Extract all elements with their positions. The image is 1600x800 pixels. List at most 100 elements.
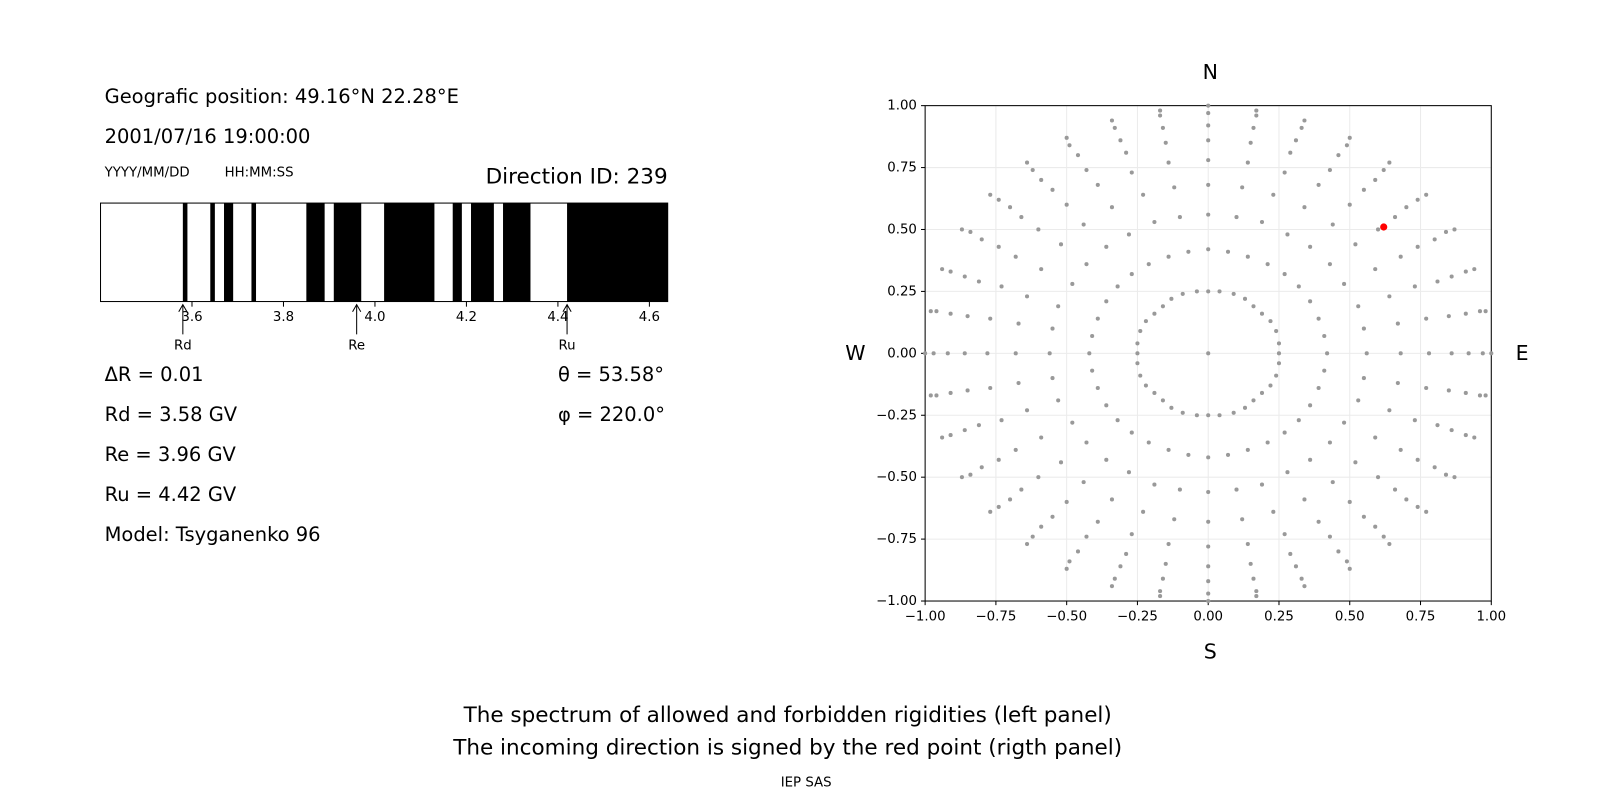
forbidden-band <box>224 203 234 302</box>
y-tick-label: −0.75 <box>876 532 917 547</box>
grid-point <box>1166 160 1171 165</box>
grid-point <box>962 351 967 356</box>
grid-point <box>1206 544 1211 549</box>
grid-point <box>1424 385 1429 391</box>
grid-point <box>1030 167 1035 173</box>
grid-point <box>1265 262 1270 267</box>
grid-point <box>1013 254 1018 259</box>
grid-point <box>1248 561 1253 566</box>
grid-point <box>1347 202 1352 207</box>
grid-point <box>1268 319 1273 324</box>
grid-point <box>1446 388 1451 393</box>
grid-point <box>1316 519 1321 524</box>
grid-point <box>934 309 939 314</box>
grid-point <box>1342 420 1347 425</box>
grid-point <box>1336 549 1341 554</box>
grid-point <box>996 457 1001 462</box>
grid-point <box>1248 140 1253 145</box>
direction-id: Direction ID: 239 <box>486 164 668 189</box>
grid-point <box>1180 291 1185 296</box>
grid-point <box>1056 398 1061 403</box>
grid-point <box>948 433 953 438</box>
grid-point <box>1245 160 1250 165</box>
grid-point <box>1398 447 1403 452</box>
grid-point <box>988 509 993 514</box>
grid-point <box>1398 254 1403 259</box>
grid-point <box>1013 447 1018 452</box>
grid-point <box>1206 212 1211 217</box>
grid-point <box>1322 368 1327 373</box>
phi: φ = 220.0° <box>558 403 665 426</box>
grid-point <box>985 351 990 356</box>
grid-point <box>1327 440 1332 445</box>
grid-point <box>1415 457 1420 462</box>
grid-point <box>1344 559 1349 564</box>
grid-point <box>1276 341 1282 346</box>
grid-point <box>948 311 953 316</box>
grid-point <box>1415 197 1420 202</box>
grid-point <box>1070 420 1075 425</box>
grid-point <box>1251 125 1256 130</box>
grid-point <box>1344 143 1349 148</box>
grid-point <box>1296 418 1301 423</box>
grid-point <box>1271 509 1276 514</box>
grid-point <box>1095 519 1100 524</box>
grid-point <box>1268 383 1273 388</box>
grid-point <box>1129 170 1134 175</box>
grid-point <box>1480 351 1485 356</box>
grid-point <box>1259 482 1265 487</box>
grid-point <box>1146 262 1151 267</box>
grid-point <box>1143 319 1148 324</box>
forbidden-band <box>182 203 188 302</box>
grid-point <box>1067 559 1072 564</box>
grid-point <box>1446 314 1451 319</box>
grid-point <box>1064 135 1069 140</box>
grid-point <box>1342 281 1347 287</box>
grid-point <box>1276 361 1282 366</box>
grid-point <box>1234 215 1239 220</box>
grid-point <box>1477 309 1483 314</box>
grid-point <box>1129 532 1134 537</box>
grid-point <box>1109 584 1115 589</box>
grid-point <box>1364 351 1369 356</box>
grid-point <box>1325 351 1330 356</box>
grid-point <box>1129 430 1134 435</box>
x-tick-label: −0.75 <box>975 609 1016 624</box>
grid-point <box>962 274 967 279</box>
x-tick-label: −1.00 <box>905 609 946 624</box>
grid-point <box>1186 249 1191 254</box>
grid-point <box>1206 351 1211 356</box>
grid-point <box>1163 561 1168 566</box>
grid-point <box>1424 192 1429 197</box>
grid-point <box>928 309 933 314</box>
grid-point <box>1104 299 1109 304</box>
grid-point <box>1058 460 1064 465</box>
grid-point <box>1087 351 1092 356</box>
grid-point <box>1124 150 1129 155</box>
grid-point <box>1308 403 1313 408</box>
grid-point <box>1126 232 1131 237</box>
grid-point <box>1067 143 1072 148</box>
grid-point <box>1361 326 1366 331</box>
grid-point <box>959 475 964 480</box>
grid-point <box>1472 267 1477 272</box>
grid-point <box>1064 202 1069 207</box>
footer-line: The spectrum of allowed and forbidden ri… <box>463 703 1112 728</box>
x-tick-label: 0.00 <box>1193 609 1223 624</box>
grid-point <box>931 351 936 356</box>
grid-point <box>1206 413 1211 418</box>
grid-point <box>1327 534 1332 539</box>
grid-point <box>1251 576 1256 581</box>
grid-point <box>959 227 964 232</box>
grid-point <box>1302 584 1307 589</box>
marker-arrowhead <box>562 303 572 313</box>
grid-point <box>948 269 953 274</box>
grid-point <box>1206 579 1211 584</box>
grid-point <box>1412 284 1417 289</box>
y-tick-label: 0.25 <box>887 284 917 299</box>
grid-point <box>1361 187 1366 192</box>
grid-point <box>1225 249 1231 254</box>
grid-point <box>1302 205 1307 210</box>
grid-point <box>1206 182 1211 187</box>
grid-point <box>1217 413 1222 418</box>
